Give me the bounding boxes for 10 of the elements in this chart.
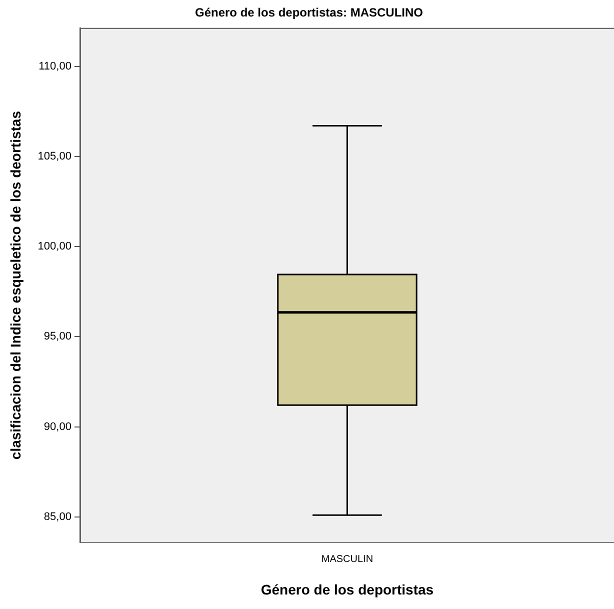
x-axis-title: Género de los deportistas [260, 581, 434, 598]
y-tick-label: 85,00 [44, 510, 72, 523]
y-axis-title: clasificacion del Indice esqueletico de los deortistas [7, 110, 24, 460]
y-tick-label: 105,00 [38, 150, 72, 162]
y-tick-label: 90,00 [44, 420, 72, 433]
chart-title: Género de los deportistas: MASCULINO [194, 6, 424, 20]
x-tick-label: MASCULIN [321, 554, 374, 565]
y-tick-label: 100,00 [38, 240, 72, 253]
y-tick-label: 110,00 [38, 60, 72, 72]
y-tick-label: 95,00 [44, 330, 72, 343]
